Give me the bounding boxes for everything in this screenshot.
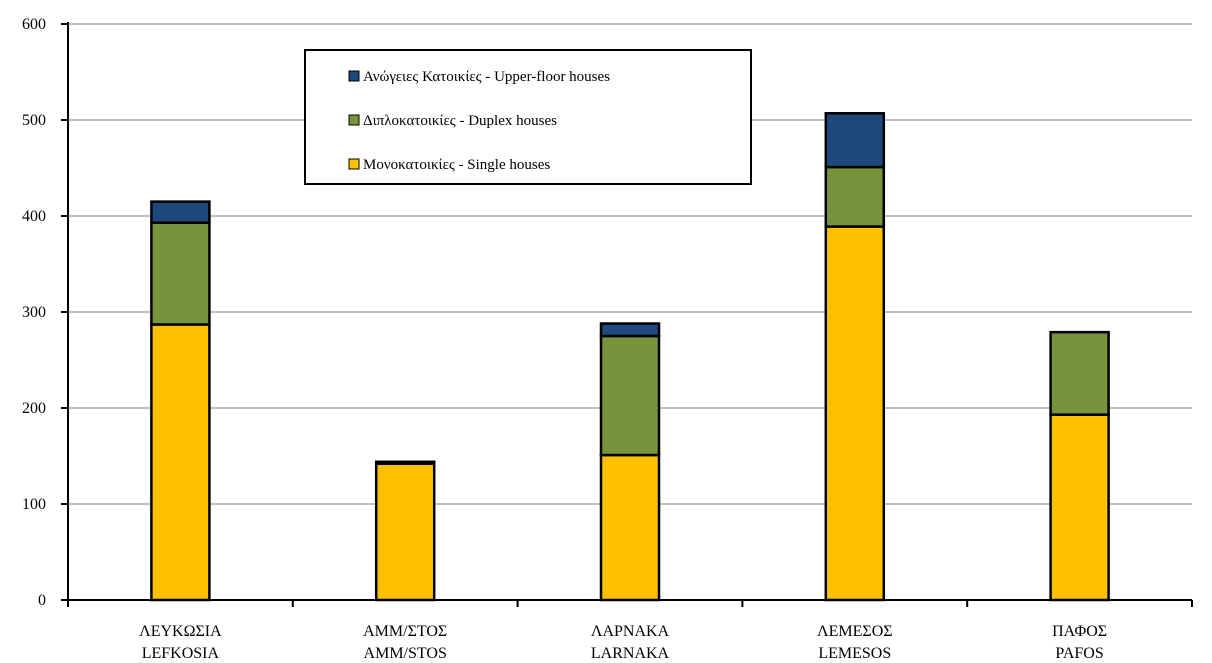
legend-box	[304, 49, 752, 185]
bar-segment	[599, 322, 661, 338]
legend-label: Μονοκατοικίες - Single houses	[363, 157, 550, 173]
x-tick-label: PAFOS	[1055, 645, 1103, 662]
y-axis-ticks: 0 100 200 300 400 500 600	[22, 16, 68, 609]
bar-segment	[150, 221, 211, 326]
y-tick-label: 300	[22, 304, 46, 321]
bar-segment	[150, 200, 211, 224]
bar-segment	[824, 165, 886, 228]
y-tick-label: 0	[38, 592, 46, 609]
x-tick-label: LEFKOSIA	[142, 645, 220, 662]
bar-segment	[1049, 330, 1110, 416]
x-tick-label: ΛΕΜΕΣΟΣ	[817, 623, 893, 640]
x-tick-label: ΑΜΜ/ΣΤΟΣ	[363, 623, 447, 640]
y-tick-label: 500	[22, 112, 46, 129]
bar-segment	[374, 460, 436, 465]
bar-segment	[599, 334, 661, 457]
x-tick-label: AMM/STOS	[364, 645, 447, 662]
y-tick-label: 100	[22, 496, 46, 513]
legend: Ανώγειες Κατοικίες - Upper-floor houses Δ…	[304, 49, 752, 185]
x-axis-labels: ΛΕΥΚΩΣΙΑ LEFKOSIA ΑΜΜ/ΣΤΟΣ AMM/STOS ΛΑΡΝΑΚΑ L…	[139, 623, 1107, 662]
bar-segment	[824, 225, 886, 602]
legend-label: Διπλοκατοικίες - Duplex houses	[363, 113, 557, 129]
x-tick-label: ΛΕΥΚΩΣΙΑ	[139, 623, 222, 640]
legend-swatch	[348, 114, 360, 126]
y-tick-label: 600	[22, 16, 46, 33]
y-tick-label: 400	[22, 208, 46, 225]
bar-segment	[1049, 413, 1110, 602]
legend-swatch	[348, 158, 360, 170]
x-tick-label: LARNAKA	[591, 645, 670, 662]
bar-segment	[374, 462, 436, 602]
legend-swatch	[348, 70, 360, 82]
y-tick-label: 200	[22, 400, 46, 417]
legend-label: Ανώγειες Κατοικίες - Upper-floor houses	[363, 69, 610, 85]
bars	[150, 112, 1110, 602]
bar-segment	[599, 453, 661, 602]
x-tick-label: ΛΑΡΝΑΚΑ	[591, 623, 670, 640]
bar-segment	[824, 112, 886, 169]
x-tick-label: LEMESOS	[818, 645, 891, 662]
bar-segment	[150, 323, 211, 602]
x-tick-label: ΠΑΦΟΣ	[1052, 623, 1107, 640]
